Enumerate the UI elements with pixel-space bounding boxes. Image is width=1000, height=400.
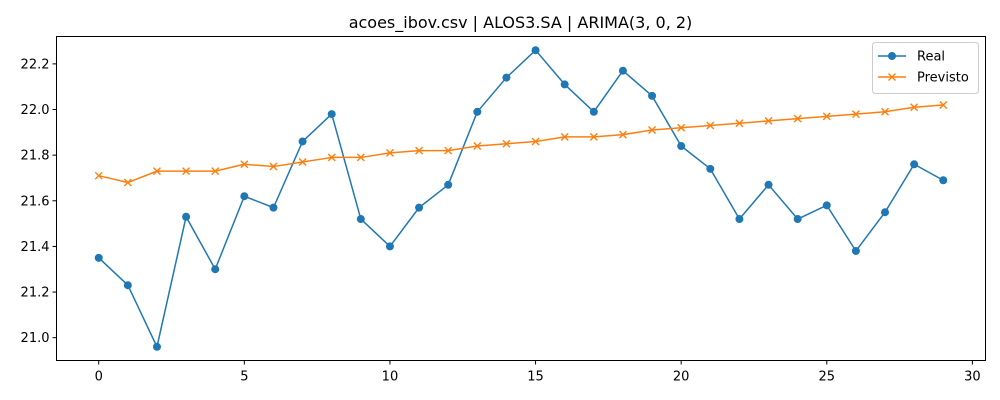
data-point-real — [881, 208, 890, 217]
data-point-previsto — [881, 107, 890, 116]
y-tick-label: 21.4 — [21, 240, 50, 255]
data-point-previsto — [123, 178, 132, 187]
x-tick-label: 10 — [382, 370, 399, 385]
data-point-real — [269, 203, 278, 212]
legend-label: Real — [917, 50, 945, 65]
data-point-real — [910, 160, 919, 169]
data-point-real — [648, 91, 657, 100]
data-point-previsto — [851, 110, 860, 119]
data-point-real — [356, 215, 365, 224]
data-point-real — [589, 107, 598, 116]
data-point-previsto — [939, 100, 948, 109]
data-point-previsto — [589, 132, 598, 141]
data-point-real — [851, 246, 860, 255]
x-tick-label: 20 — [673, 370, 690, 385]
data-point-previsto — [269, 162, 278, 171]
legend-marker-circle — [888, 52, 896, 60]
data-point-real — [298, 137, 307, 146]
y-tick-label: 21.8 — [21, 149, 50, 164]
data-point-real — [735, 215, 744, 224]
data-point-real — [618, 66, 627, 75]
data-point-previsto — [182, 167, 191, 176]
data-point-previsto — [211, 167, 220, 176]
y-tick-label: 21.2 — [21, 286, 50, 301]
data-point-previsto — [764, 116, 773, 125]
data-point-real — [939, 176, 948, 185]
data-point-previsto — [822, 112, 831, 121]
data-point-real — [473, 107, 482, 116]
data-point-previsto — [706, 121, 715, 130]
data-point-real — [764, 180, 773, 189]
data-point-previsto — [618, 130, 627, 139]
data-point-real — [444, 180, 453, 189]
data-point-real — [152, 342, 161, 351]
data-point-previsto — [240, 160, 249, 169]
data-point-previsto — [473, 142, 482, 151]
data-point-real — [123, 281, 132, 290]
x-tick-label: 25 — [819, 370, 836, 385]
data-point-previsto — [560, 132, 569, 141]
data-point-real — [531, 46, 540, 55]
plot-area — [94, 46, 948, 351]
legend-label: Previsto — [917, 71, 969, 86]
data-point-real — [211, 265, 220, 274]
data-point-real — [677, 142, 686, 151]
data-point-real — [94, 253, 103, 262]
data-point-previsto — [415, 146, 424, 155]
data-point-real — [415, 203, 424, 212]
y-tick-label: 22.0 — [21, 103, 50, 118]
x-tick-label: 0 — [95, 370, 103, 385]
legend-marker-x — [888, 73, 896, 81]
data-point-previsto — [444, 146, 453, 155]
data-point-previsto — [648, 126, 657, 135]
data-point-real — [502, 73, 511, 82]
data-point-real — [822, 201, 831, 210]
x-tick-label: 15 — [527, 370, 544, 385]
data-point-previsto — [677, 123, 686, 132]
y-tick-label: 22.2 — [21, 57, 50, 72]
chart-title: acoes_ibov.csv | ALOS3.SA | ARIMA(3, 0, … — [349, 13, 693, 33]
legend: Real Previsto — [872, 42, 979, 94]
data-point-real — [327, 110, 336, 119]
data-point-real — [706, 164, 715, 173]
series-line-real — [98, 49, 944, 348]
data-point-previsto — [356, 153, 365, 162]
data-point-previsto — [502, 139, 511, 148]
plot-frame — [56, 36, 986, 361]
x-tick-label: 5 — [240, 370, 248, 385]
data-point-previsto — [910, 103, 919, 112]
series-line-previsto — [98, 104, 944, 184]
data-point-real — [560, 80, 569, 89]
data-point-real — [182, 212, 191, 221]
data-point-real — [385, 242, 394, 251]
data-point-previsto — [735, 119, 744, 128]
data-point-previsto — [327, 153, 336, 162]
data-point-previsto — [298, 157, 307, 166]
y-tick-label: 21.6 — [21, 194, 50, 209]
data-point-real — [240, 192, 249, 201]
data-point-real — [793, 215, 802, 224]
y-tick-label: 21.0 — [21, 331, 50, 346]
data-point-previsto — [793, 114, 802, 123]
data-point-previsto — [385, 148, 394, 157]
data-point-previsto — [152, 167, 161, 176]
x-tick-label: 30 — [964, 370, 981, 385]
data-point-previsto — [531, 137, 540, 146]
data-point-previsto — [94, 171, 103, 180]
